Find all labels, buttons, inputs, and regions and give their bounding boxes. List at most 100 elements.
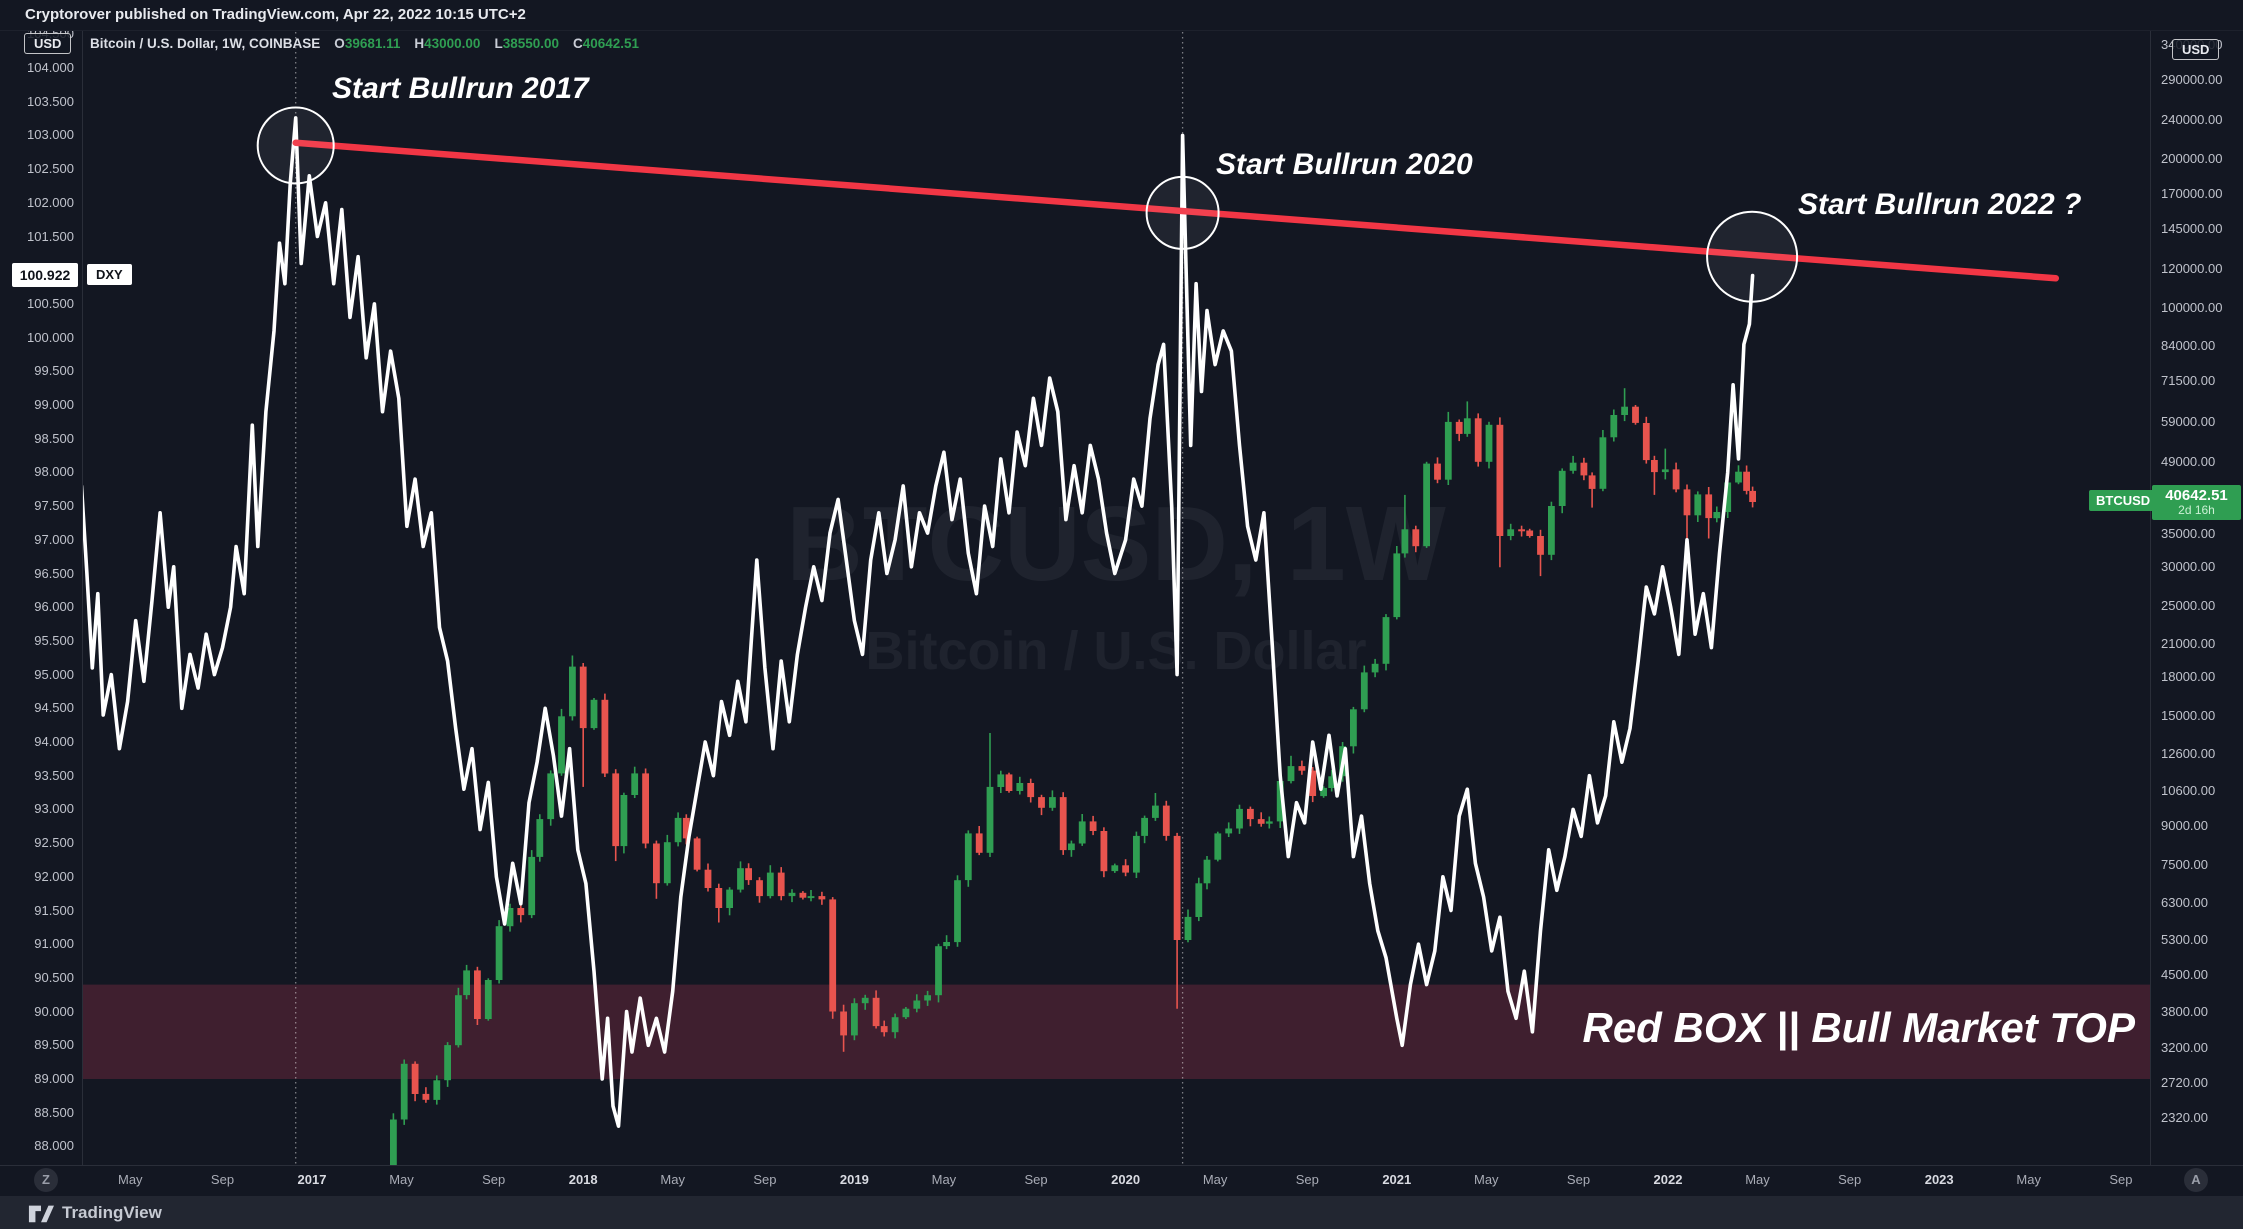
right-axis-tick: 84000.00 [2161,337,2216,353]
trendline-drawing[interactable] [292,139,2060,282]
tradingview-logo-icon[interactable] [28,1202,54,1224]
left-axis-tick: 102.500 [27,161,74,177]
right-price-axis-btc[interactable]: 340000.00290000.00240000.00200000.001700… [2150,30,2243,1196]
candle-body [590,699,598,729]
candle-body [682,817,690,839]
time-axis-tick: May [2016,1172,2041,1187]
time-axis-tick: 2017 [297,1172,327,1187]
candle-body [1661,469,1669,473]
candle-body [484,980,492,1019]
btc-last-price: 40642.51 [2165,487,2228,504]
red-box-zone[interactable] [82,984,2150,1079]
time-axis-tick: May [1474,1172,1499,1187]
candle-body [1548,506,1555,555]
left-axis-tick: 103.500 [27,93,74,109]
candle-body [1214,833,1222,860]
candle-body [495,926,503,980]
time-axis-tick: Sep [1295,1172,1319,1187]
dxy-line-series[interactable] [82,116,1755,1128]
time-axis-tick: May [660,1172,685,1187]
candle-body [1518,529,1525,532]
candle-body [569,666,576,717]
candle-body [1027,783,1035,798]
btc-symbol-tag: BTCUSD [2089,490,2158,511]
left-axis-tick: 99.500 [34,363,74,379]
candle-body [1474,418,1482,462]
right-axis-tick: 170000.00 [2161,186,2223,202]
candle-body [1537,536,1544,555]
candle-body [1580,462,1588,476]
dxy-last-price-label: 100.922 [12,263,78,287]
candle-body [612,773,620,847]
left-axis-zoom-reset-button[interactable]: Z [34,1168,58,1192]
candle-body [1328,776,1336,788]
candle-body [444,1045,451,1081]
annotation-red-box-label[interactable]: Red BOX || Bull Market TOP [1582,1004,2135,1051]
candle-body [715,888,723,908]
circle-drawing-2020[interactable] [1145,175,1220,250]
left-axis-unit-badge[interactable]: USD [24,33,72,54]
candle-body [913,1000,921,1009]
time-axis[interactable]: May Sep 2017 May Sep 2018 May Sep 2019 May Sep 2020… [0,1165,2243,1197]
plot-layer[interactable] [82,32,2151,1201]
candle-body [1569,462,1577,471]
candle-body [1642,423,1650,461]
candle-body [1100,831,1108,872]
right-axis-tick: 18000.00 [2161,669,2216,685]
right-axis-tick: 2720.00 [2161,1075,2208,1091]
candle-body [1173,835,1181,940]
left-axis-tick: 88.000 [34,1138,74,1154]
right-axis-auto-button[interactable]: A [2184,1168,2208,1192]
left-axis-tick: 96.500 [34,565,74,581]
candle-body [400,1063,408,1120]
tradingview-brand-text[interactable]: TradingView [62,1202,162,1222]
btc-last-price-label: 40642.51 2d 16h [2152,485,2241,520]
candle-body [818,896,826,900]
candle-body [693,838,701,870]
candle-body [851,1003,858,1036]
candle-body [1005,774,1013,791]
time-axis-tick: Sep [2109,1172,2133,1187]
left-axis-tick: 100.000 [27,329,74,345]
candle-body [788,892,796,897]
candle-body [1444,421,1452,480]
candle-body [1371,663,1379,673]
right-axis-unit-badge[interactable]: USD [2172,39,2220,60]
candle-body [1423,463,1430,547]
candle-body [1401,529,1409,554]
left-axis-tick: 101.500 [27,228,74,244]
time-axis-tick: 2018 [568,1172,598,1187]
candle-body [1526,530,1534,536]
candle-body [935,946,942,996]
annotation-start-bullrun-2017[interactable]: Start Bullrun 2017 [332,72,589,105]
left-axis-tick: 93.500 [34,767,74,783]
right-axis-tick: 100000.00 [2161,300,2223,316]
annotation-start-bullrun-2020[interactable]: Start Bullrun 2020 [1216,148,1473,181]
annotation-start-bullrun-2022[interactable]: Start Bullrun 2022 ? [1798,188,2082,221]
left-axis-tick: 103.000 [27,127,74,143]
left-price-axis-dxy[interactable]: 88.000 88.500 89.000 89.500 90.000 90.500 91.0… [0,26,83,1196]
left-axis-tick: 94.000 [34,734,74,749]
candle-body [1068,843,1075,851]
candle-body [1276,781,1284,822]
candle-body [1360,672,1368,710]
right-axis-tick: 7500.00 [2161,857,2208,873]
time-axis-tick: Sep [1838,1172,1862,1187]
legend-ohlc-item: O 39681.11 [334,36,401,51]
candle-body [1038,797,1045,808]
candle-body [1610,415,1618,438]
circle-drawing-2017[interactable] [256,106,335,185]
candle-body [1455,421,1463,434]
symbol-legend[interactable]: Bitcoin / U.S. Dollar, 1W, COINBASE O 396… [90,36,653,51]
candle-body [807,896,815,899]
candle-body [433,1080,441,1100]
circle-drawing-2022[interactable] [1706,210,1799,303]
left-axis-tick: 98.000 [34,464,74,480]
candle-body [1111,865,1119,872]
right-axis-tick: 35000.00 [2161,526,2216,542]
dxy-series-tag: DXY [87,264,132,285]
right-axis-tick: 290000.00 [2161,71,2223,87]
left-axis-tick: 94.500 [34,700,74,716]
candle-body [872,997,880,1027]
